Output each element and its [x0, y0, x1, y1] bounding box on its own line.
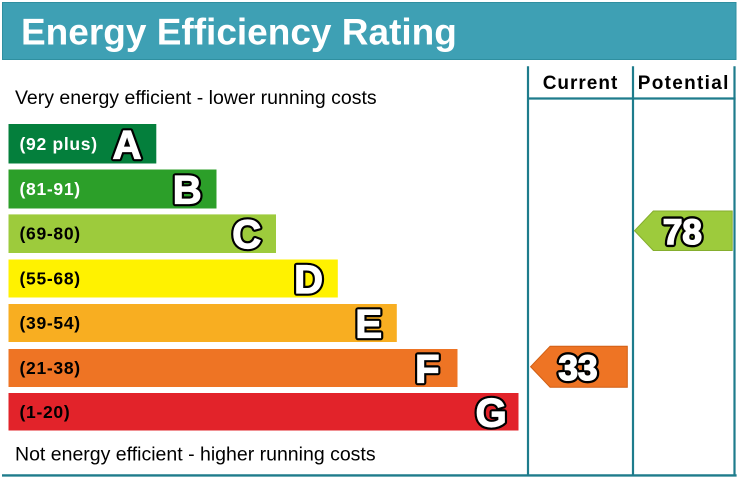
svg-text:B: B: [173, 169, 202, 213]
svg-text:Current: Current: [543, 73, 619, 94]
svg-text:F: F: [415, 348, 439, 392]
svg-text:78: 78: [663, 213, 702, 252]
svg-text:(39-54): (39-54): [20, 313, 81, 333]
svg-text:A: A: [113, 123, 142, 167]
svg-text:A: A: [113, 123, 142, 167]
svg-text:B: B: [173, 169, 202, 213]
svg-text:78: 78: [663, 213, 702, 252]
svg-text:(92 plus): (92 plus): [20, 134, 98, 154]
svg-text:33: 33: [559, 349, 598, 388]
svg-text:33: 33: [559, 349, 598, 388]
svg-text:(69-80): (69-80): [20, 224, 81, 244]
svg-text:(1-20): (1-20): [20, 402, 71, 422]
svg-text:(21-38): (21-38): [20, 358, 81, 378]
svg-text:(55-68): (55-68): [20, 269, 81, 289]
svg-text:D: D: [294, 258, 323, 302]
svg-text:Not energy efficient - higher: Not energy efficient - higher running co…: [15, 444, 376, 466]
svg-text:D: D: [294, 258, 323, 302]
svg-text:Very energy efficient - lower: Very energy efficient - lower running co…: [15, 87, 377, 109]
svg-text:E: E: [355, 303, 382, 347]
svg-text:C: C: [232, 213, 261, 257]
svg-text:E: E: [355, 303, 382, 347]
svg-text:Energy Efficiency Rating: Energy Efficiency Rating: [21, 12, 457, 53]
svg-text:(81-91): (81-91): [20, 179, 81, 199]
svg-text:G: G: [476, 391, 507, 435]
svg-text:G: G: [476, 391, 507, 435]
svg-text:Potential: Potential: [638, 73, 730, 94]
svg-text:F: F: [415, 348, 439, 392]
svg-text:C: C: [232, 213, 261, 257]
